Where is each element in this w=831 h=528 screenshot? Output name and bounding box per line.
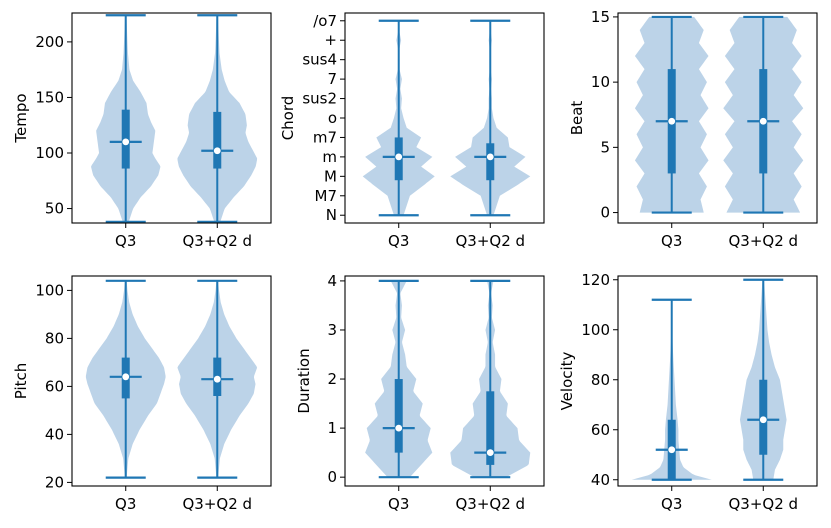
x-tick-label: Q3 <box>388 495 409 513</box>
y-tick-label: 7 <box>327 70 337 88</box>
mean-marker <box>759 416 767 424</box>
x-tick-label: Q3+Q2 d <box>182 495 252 513</box>
subplot-pitch: Q3 Q3+Q2 d 20 40 60 80 100 Pitch <box>12 275 272 513</box>
y-tick-label: 5 <box>600 138 610 156</box>
y-tick-label: 0 <box>327 468 337 486</box>
iqr-box <box>213 111 222 169</box>
mean-marker <box>759 117 767 125</box>
violin-q3 <box>85 279 166 479</box>
y-tick-label: 100 <box>581 321 610 339</box>
mean-marker <box>213 375 221 383</box>
mean-marker <box>213 147 221 155</box>
y-tick-label: 120 <box>581 271 610 289</box>
violin-q3-q2-d <box>723 15 804 214</box>
mean-marker <box>122 373 130 381</box>
violin-q3-q2-d <box>450 19 531 217</box>
y-tick-label: M <box>324 167 337 185</box>
violin-q3-q2-d <box>450 279 531 479</box>
subplot-duration: Q3 Q3+Q2 d 0 1 2 3 4 Duration <box>295 272 545 513</box>
y-tick-label: 3 <box>327 321 337 339</box>
y-tick-label: /o7 <box>313 12 337 30</box>
axes-frame <box>617 12 818 224</box>
axes-frame <box>344 275 545 487</box>
y-tick-label: sus2 <box>302 90 337 108</box>
mean-marker <box>668 446 676 454</box>
y-tick-label: 80 <box>45 329 64 347</box>
y-tick-label: M7 <box>315 187 338 205</box>
y-tick-label: 40 <box>45 425 64 443</box>
axes-frame <box>71 12 272 224</box>
mean-marker <box>122 138 130 146</box>
violin-q3 <box>362 19 435 217</box>
violin-q3 <box>365 279 433 479</box>
y-tick-label: 1 <box>327 419 337 437</box>
x-tick-label: Q3+Q2 d <box>728 495 798 513</box>
y-tick-label: 60 <box>45 377 64 395</box>
y-tick-label: N <box>326 206 337 224</box>
y-tick-label: 4 <box>327 272 337 290</box>
iqr-box <box>486 143 495 181</box>
iqr-box <box>486 391 495 465</box>
mean-marker <box>486 153 494 161</box>
y-tick-label: 100 <box>35 281 64 299</box>
y-tick-label: m <box>322 148 337 166</box>
y-axis-label: Duration <box>295 348 313 413</box>
subplot-tempo: Q3 Q3+Q2 d 50 100 150 200 Tempo <box>12 12 272 250</box>
y-tick-label: 100 <box>35 144 64 162</box>
axes-frame <box>617 275 818 487</box>
x-tick-label: Q3 <box>115 495 136 513</box>
y-tick-label: 80 <box>591 371 610 389</box>
subplot-velocity: Q3 Q3+Q2 d 40 60 80 100 120 Velocity <box>558 271 818 513</box>
y-tick-label: o <box>328 109 337 127</box>
y-tick-label: 10 <box>591 73 610 91</box>
y-axis-label: Chord <box>279 96 297 141</box>
y-tick-label: 60 <box>591 421 610 439</box>
y-axis-label: Velocity <box>558 351 576 410</box>
violin-q3 <box>631 298 712 481</box>
mean-marker <box>486 449 494 457</box>
y-tick-label: 150 <box>35 88 64 106</box>
y-axis-label: Beat <box>568 101 586 136</box>
violin-q3 <box>91 14 161 223</box>
y-tick-label: 15 <box>591 8 610 26</box>
y-tick-label: 40 <box>591 471 610 489</box>
y-tick-label: sus4 <box>302 51 337 69</box>
axes-frame <box>344 12 545 224</box>
y-axis-label: Tempo <box>12 93 30 143</box>
y-tick-label: 20 <box>45 473 64 491</box>
x-tick-label: Q3+Q2 d <box>455 232 525 250</box>
y-tick-label: m7 <box>313 128 337 146</box>
x-tick-label: Q3+Q2 d <box>728 232 798 250</box>
x-tick-label: Q3 <box>115 232 136 250</box>
y-axis-label: Pitch <box>12 363 30 400</box>
x-tick-label: Q3+Q2 d <box>455 495 525 513</box>
y-tick-label: + <box>324 31 337 49</box>
y-tick-label: 50 <box>45 200 64 218</box>
violin-q3-q2-d <box>177 14 258 223</box>
x-tick-label: Q3 <box>661 495 682 513</box>
y-tick-label: 200 <box>35 33 64 51</box>
mean-marker <box>395 424 403 432</box>
axes-frame <box>71 275 272 487</box>
iqr-box <box>394 379 403 453</box>
subplot-beat: Q3 Q3+Q2 d 0 5 10 15 Beat <box>568 8 818 250</box>
y-tick-label: 0 <box>600 204 610 222</box>
x-tick-label: Q3 <box>661 232 682 250</box>
y-tick-label: 2 <box>327 370 337 388</box>
mean-marker <box>395 153 403 161</box>
x-tick-label: Q3+Q2 d <box>182 232 252 250</box>
x-tick-label: Q3 <box>388 232 409 250</box>
violin-q3-q2-d <box>739 278 787 481</box>
violin-q3-q2-d <box>177 279 258 479</box>
violin-q3 <box>634 15 709 214</box>
mean-marker <box>668 117 676 125</box>
